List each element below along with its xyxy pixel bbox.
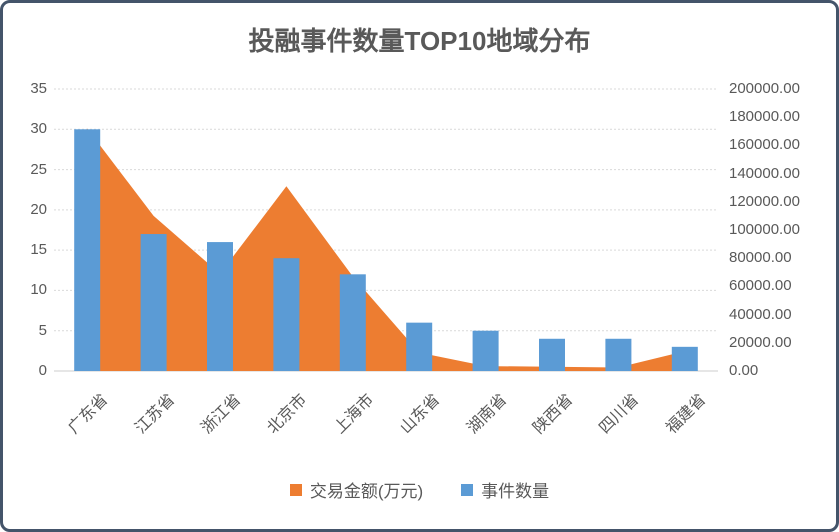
area-series <box>87 128 685 371</box>
right-axis-tick-label: 20000.00 <box>729 333 792 351</box>
left-axis-tick-label: 25 <box>30 160 47 178</box>
legend-item-area: 交易金额(万元) <box>289 477 424 502</box>
left-axis-tick-label: 15 <box>30 241 47 259</box>
legend-swatch-area <box>289 483 302 496</box>
left-axis-tick-label: 30 <box>30 120 47 138</box>
legend-item-bar: 事件数量 <box>461 477 549 502</box>
right-axis-tick-label: 200000.00 <box>729 80 800 97</box>
right-axis-tick-label: 160000.00 <box>729 136 800 154</box>
bar <box>140 234 167 371</box>
bar <box>406 322 433 371</box>
right-axis-tick-label: 40000.00 <box>729 305 792 323</box>
right-axis-tick-label: 140000.00 <box>729 164 800 182</box>
left-axis-tick-label: 35 <box>30 80 47 97</box>
legend-swatch-bar <box>461 483 474 496</box>
left-axis-tick-label: 20 <box>30 200 47 218</box>
left-axis-tick-label: 5 <box>38 321 47 339</box>
right-axis-tick-label: 100000.00 <box>729 221 800 238</box>
bar <box>74 129 101 371</box>
right-axis-tick-label: 120000.00 <box>729 192 800 210</box>
right-axis-tick-label: 0.00 <box>729 362 759 379</box>
bar <box>273 258 300 371</box>
chart-title: 投融事件数量TOP10地域分布 <box>248 26 591 56</box>
left-axis-tick-label: 0 <box>38 362 47 379</box>
legend-label-area: 交易金额(万元) <box>309 482 424 501</box>
right-axis-tick-label: 60000.00 <box>729 277 792 295</box>
right-axis-tick-label: 80000.00 <box>729 249 792 267</box>
legend-label-bar: 事件数量 <box>481 482 550 501</box>
bar <box>671 346 698 371</box>
legend: 交易金额(万元) 事件数量 <box>3 477 836 502</box>
bar <box>539 338 565 371</box>
plot-area <box>54 88 718 372</box>
bar <box>339 274 366 371</box>
bar <box>605 338 632 371</box>
left-axis-tick-label: 10 <box>30 281 47 299</box>
bar <box>207 242 233 371</box>
bar <box>472 330 499 371</box>
right-axis-tick-label: 180000.00 <box>729 108 800 126</box>
